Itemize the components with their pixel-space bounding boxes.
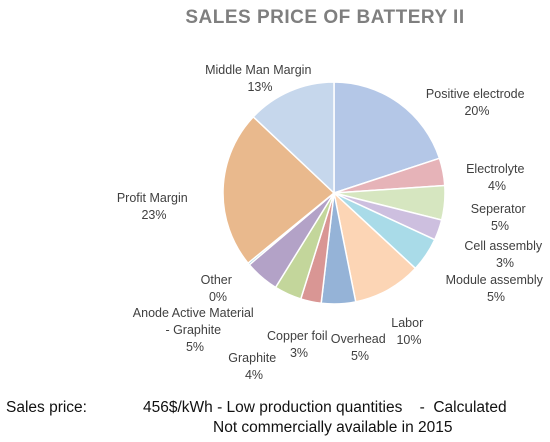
slice-label-module-assembly: Module assembly 5%: [446, 273, 547, 304]
slice-label-copper-foil: Copper foil 3%: [267, 329, 331, 360]
slice-label-cell-assembly: Cell assembly 3%: [464, 239, 545, 270]
slice-label-middle-man-margin: Middle Man Margin 13%: [205, 63, 315, 94]
pie-slice-profit-margin: [222, 115, 336, 265]
sales-price-value: 456$/kWh - Low production quantities - C…: [143, 399, 507, 416]
chart-title: SALES PRICE OF BATTERY II: [185, 7, 464, 28]
slice-label-graphite: Graphite 4%: [228, 351, 279, 382]
slice-label-overhead: Overhead 5%: [331, 332, 389, 363]
sales-price-label: Sales price:: [6, 399, 87, 416]
slice-label-other: Other 0%: [201, 273, 236, 304]
pie-slices: [222, 81, 446, 305]
slice-label-positive-electrode: Positive electrode 20%: [426, 87, 528, 118]
pie-slice-middle-man-margin: [252, 81, 335, 195]
slice-label-electrolyte: Electrolyte 4%: [466, 162, 528, 193]
slice-label-seperator: Seperator 5%: [471, 202, 529, 233]
pie-slice-positive-electrode: [333, 81, 441, 195]
slice-label-anode-active-material: Anode Active Material - Graphite 5%: [133, 306, 257, 354]
slice-label-profit-margin: Profit Margin 23%: [117, 191, 191, 222]
pie-labels: Positive electrode 20% Electrolyte 4% Se…: [117, 63, 547, 382]
availability-note: Not commercially available in 2015: [213, 419, 453, 436]
slice-label-labor: Labor 10%: [391, 316, 426, 347]
